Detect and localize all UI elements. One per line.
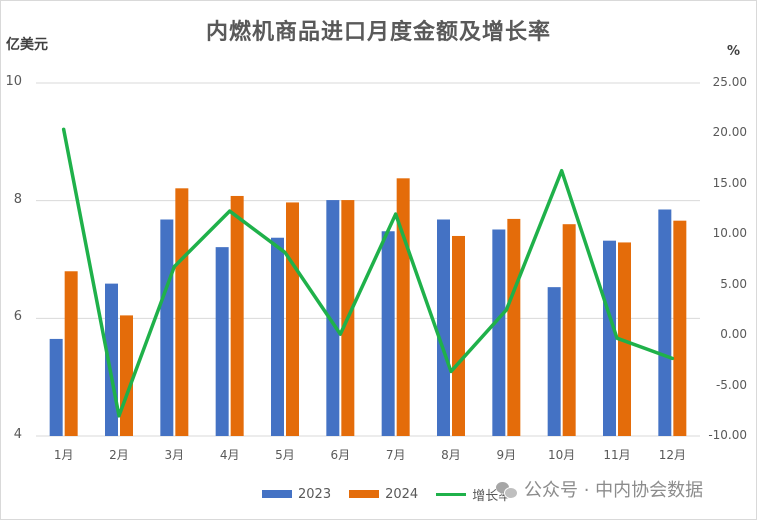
growth-rate-point [449, 369, 453, 373]
growth-rate-point [62, 127, 66, 131]
left-axis-tick-label: 6 [13, 309, 22, 325]
chart-title: 内燃机商品进口月度金额及增长率 [205, 20, 551, 45]
bar-2023 [160, 219, 174, 436]
growth-rate-point [117, 414, 121, 418]
x-axis-tick-label: 2月 [109, 448, 129, 462]
x-axis-tick-label: 1月 [53, 448, 74, 462]
x-axis-tick-label: 12月 [658, 448, 686, 462]
bar-2024 [507, 218, 521, 436]
x-axis-tick-label: 6月 [330, 448, 351, 462]
legend-swatch-2024 [349, 490, 380, 498]
right-axis-tick-label: 15.00 [712, 175, 747, 190]
growth-rate-point [283, 250, 287, 254]
legend-item-2023: 2023 [262, 487, 331, 502]
bar-2023 [658, 209, 672, 436]
x-axis-tick-label: 11月 [603, 448, 631, 462]
growth-rate-point [338, 332, 342, 336]
x-axis-tick-label: 10月 [548, 448, 576, 462]
legend-item-2024: 2024 [349, 487, 418, 502]
growth-line-layer [61, 127, 675, 418]
bar-2023 [381, 231, 395, 436]
legend-swatch-2023 [262, 490, 292, 498]
bar-2024 [452, 235, 465, 436]
bar-2023 [603, 240, 616, 436]
right-axis-tick-label: 25.00 [712, 75, 747, 89]
bar-2023 [49, 338, 63, 436]
bar-2023 [271, 237, 284, 436]
growth-rate-point [560, 169, 564, 173]
x-axis-tick-label: 7月 [385, 448, 406, 462]
gridlines [36, 82, 700, 437]
x-axis-tick-label: 4月 [219, 448, 240, 462]
bar-2024 [396, 178, 410, 436]
watermark-text: 公众号 · 中内协会数据 [524, 480, 704, 501]
legend-swatch-growth [436, 492, 467, 496]
bar-2023 [547, 287, 561, 436]
right-axis-tick-label: 10.00 [712, 226, 747, 241]
growth-rate-line [61, 127, 675, 418]
left-axis-tick-label: 4 [13, 427, 22, 442]
right-axis-tick-label: -10.00 [708, 428, 747, 442]
left-axis-tick-label: 10 [5, 74, 22, 89]
bars [49, 178, 687, 436]
right-axis-tick-label: 0.00 [720, 327, 747, 342]
x-axis-tick-label: 9月 [496, 448, 517, 462]
left-axis-tick-label: 8 [13, 191, 22, 207]
bar-2024 [562, 224, 576, 436]
growth-rate-point [615, 336, 619, 340]
legend: 2023 2024 增长率 [262, 484, 529, 504]
right-axis-tick-label: -5.00 [715, 377, 747, 392]
bar-2024 [64, 271, 78, 436]
x-axis-tick-label: 5月 [275, 448, 295, 462]
growth-rate-point [670, 356, 674, 360]
bar-2024 [673, 220, 687, 436]
bar-2024 [230, 195, 244, 436]
growth-rate-point [394, 212, 398, 216]
growth-rate-point [504, 308, 508, 312]
x-axis-tick-label: 8月 [441, 448, 461, 462]
bar-2024 [120, 315, 133, 436]
growth-rate-point [228, 209, 232, 213]
legend-label-2023: 2023 [298, 486, 332, 502]
x-axis-tick-label: 3月 [164, 448, 185, 462]
right-axis-unit: % [727, 44, 741, 59]
bar-2023 [437, 219, 450, 436]
growth-rate-point [172, 265, 176, 269]
right-axis-tick-label: 5.00 [720, 276, 747, 291]
right-axis-tick-label: 20.00 [712, 125, 747, 140]
bar-2024 [286, 202, 299, 436]
wechat-icon [496, 480, 518, 499]
legend-label-2024: 2024 [385, 486, 419, 502]
watermark: 公众号 · 中内协会数据 [496, 476, 703, 502]
bar-2024 [175, 188, 189, 436]
bar-2023 [326, 200, 340, 436]
bar-2023 [215, 247, 229, 436]
bar-2023 [492, 229, 506, 436]
left-axis-unit: 亿美元 [6, 37, 48, 53]
